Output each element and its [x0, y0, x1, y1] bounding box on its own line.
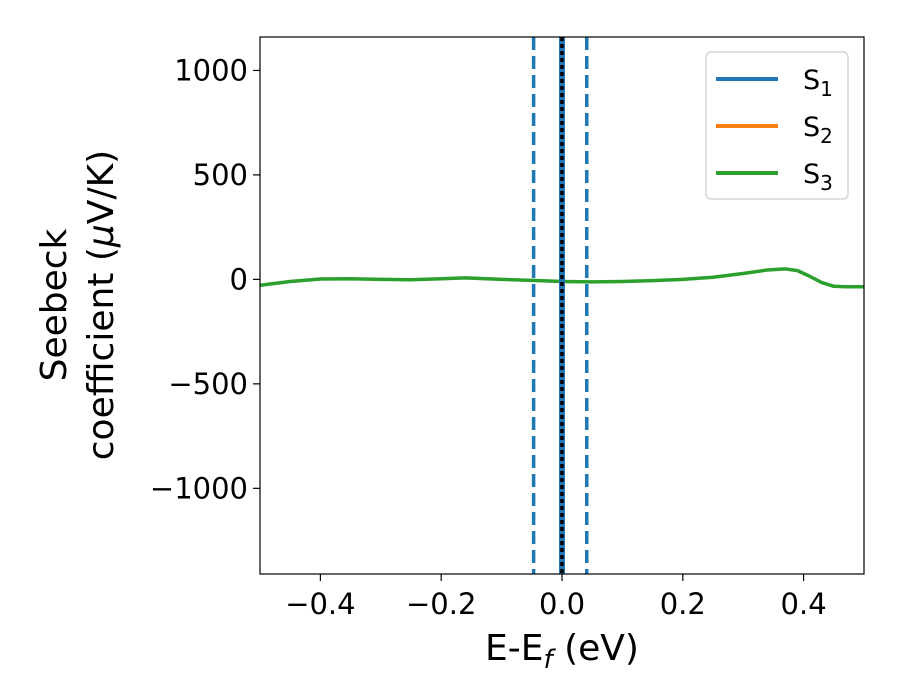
y-axis-label-line1: Seebeck [34, 228, 75, 381]
x-tick-label: −0.4 [285, 587, 355, 621]
y-tick-label: 0 [230, 262, 248, 296]
y-axis-label-mu: μ [81, 224, 122, 248]
series-line-s3 [260, 267, 864, 289]
legend: S1 S2 S3 [705, 51, 849, 200]
x-axis-label-base: E-E [485, 628, 543, 669]
x-tick-label: 0.0 [539, 587, 585, 621]
x-tick-label: −0.2 [406, 587, 476, 621]
y-tick-label: 500 [193, 158, 248, 192]
legend-label-s2: S2 [803, 112, 833, 148]
x-tick-label: 0.2 [660, 587, 706, 621]
x-tick-label: 0.4 [781, 587, 827, 621]
y-tick-label: −1000 [150, 471, 248, 505]
y-axis-label: Seebeck coefficient (μV/K) [34, 150, 122, 460]
y-tick-label: 1000 [174, 53, 248, 87]
y-axis-label-line2: coefficient (μV/K) [81, 150, 122, 460]
y-axis-label-prefix: coefficient ( [81, 247, 122, 460]
y-tick-label: −500 [168, 367, 248, 401]
x-axis-label: E-Ef (eV) [485, 628, 639, 675]
x-axis-ticks: −0.4 −0.2 0.0 0.2 0.4 [285, 574, 827, 621]
y-axis-label-suffix: V/K) [81, 150, 122, 224]
plot-inner [260, 37, 864, 574]
legend-label-s1: S1 [803, 65, 833, 101]
legend-label-s3: S3 [803, 159, 833, 195]
x-axis-label-unit: (eV) [553, 628, 639, 669]
y-axis-ticks: 1000 500 0 −500 −1000 [150, 53, 260, 505]
